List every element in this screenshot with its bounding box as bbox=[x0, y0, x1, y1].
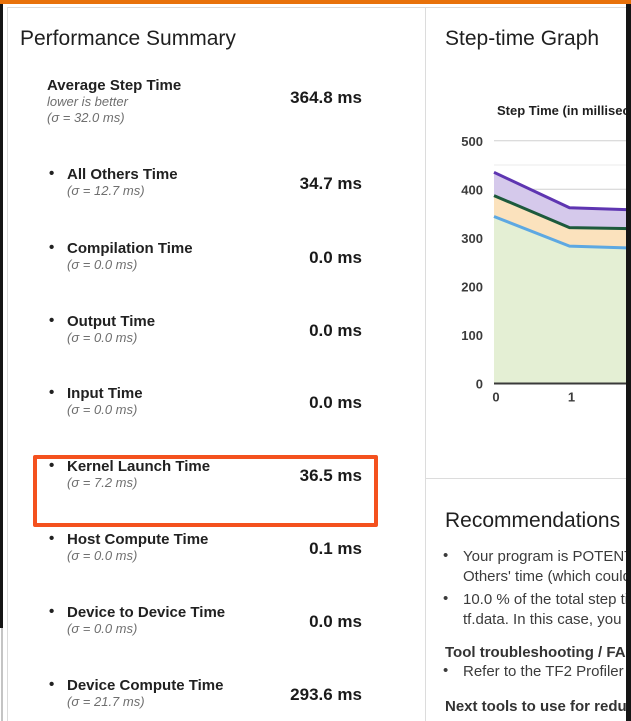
bullet-icon bbox=[49, 384, 54, 401]
step-time-chart: 0 100 200 300 400 500 0 1 bbox=[461, 134, 631, 405]
svg-text:400: 400 bbox=[461, 182, 483, 197]
metric-sigma: (σ = 21.7 ms) bbox=[67, 694, 145, 709]
tool-troubleshooting-heading: Tool troubleshooting / FAQ bbox=[445, 644, 626, 661]
metric-sigma: (σ = 32.0 ms) bbox=[47, 110, 125, 125]
kernel-launch-highlight-box bbox=[33, 455, 378, 527]
right-cards-divider bbox=[426, 478, 631, 479]
metric-row-input-time: Input Time (σ = 0.0 ms) 0.0 ms bbox=[8, 385, 425, 455]
cards-top-border bbox=[7, 7, 626, 8]
metric-value: 364.8 ms bbox=[290, 88, 362, 107]
metric-row-output-time: Output Time (σ = 0.0 ms) 0.0 ms bbox=[8, 313, 425, 383]
metric-label: All Others Time bbox=[67, 166, 178, 183]
metric-label: Average Step Time bbox=[47, 77, 182, 94]
metric-label: Input Time bbox=[67, 385, 143, 402]
metric-note: lower is better bbox=[47, 94, 128, 109]
metric-row-device-compute-time: Device Compute Time (σ = 21.7 ms) 293.6 … bbox=[8, 677, 425, 721]
metric-row-kernel-launch-time: Kernel Launch Time (σ = 7.2 ms) 36.5 ms bbox=[8, 458, 425, 528]
metric-row-average-step-time: Average Step Time lower is better (σ = 3… bbox=[8, 77, 425, 147]
metric-value: 36.5 ms bbox=[299, 466, 362, 485]
recommendation-bullet-line: Refer to the TF2 Profiler FAQ bbox=[463, 663, 626, 680]
bullet-icon bbox=[443, 590, 455, 607]
bullet-icon bbox=[443, 547, 455, 564]
right-scrollbar[interactable] bbox=[626, 4, 631, 721]
metric-row-all-others-time: All Others Time (σ = 12.7 ms) 34.7 ms bbox=[8, 166, 425, 236]
recommendations-title: Recommendations bbox=[445, 509, 621, 532]
card-vertical-divider bbox=[425, 7, 426, 721]
metric-sigma: (σ = 0.0 ms) bbox=[67, 402, 138, 417]
metric-value: 34.7 ms bbox=[299, 174, 362, 193]
metric-row-compilation-time: Compilation Time (σ = 0.0 ms) 0.0 ms bbox=[8, 240, 425, 310]
metric-value: 0.1 ms bbox=[309, 539, 362, 558]
top-accent-bar bbox=[0, 0, 631, 4]
svg-text:300: 300 bbox=[461, 231, 483, 246]
metric-label: Device to Device Time bbox=[67, 604, 226, 621]
performance-summary-list: Average Step Time lower is better (σ = 3… bbox=[8, 0, 425, 721]
svg-text:1: 1 bbox=[568, 390, 575, 405]
step-time-graph-title: Step-time Graph bbox=[445, 27, 600, 50]
performance-summary-title: Performance Summary bbox=[20, 27, 236, 50]
metric-sigma: (σ = 0.0 ms) bbox=[67, 257, 138, 272]
bullet-icon bbox=[49, 239, 54, 256]
recommendation-bullet-line: 10.0 % of the total step time sampled is… bbox=[463, 591, 626, 608]
metric-value: 0.0 ms bbox=[309, 612, 362, 631]
recommendation-bullet-line: Your program is POTENTIALLY input-bound bbox=[463, 548, 626, 565]
svg-text:0: 0 bbox=[476, 377, 483, 392]
left-scrollbar-track[interactable] bbox=[1, 628, 3, 721]
metric-sigma: (σ = 0.0 ms) bbox=[67, 621, 138, 636]
metric-label: Output Time bbox=[67, 313, 156, 330]
metric-value: 0.0 ms bbox=[309, 321, 362, 340]
bullet-icon bbox=[49, 312, 54, 329]
metric-sigma: (σ = 7.2 ms) bbox=[67, 475, 138, 490]
bullet-icon bbox=[49, 603, 54, 620]
metric-sigma: (σ = 12.7 ms) bbox=[67, 183, 145, 198]
metric-label: Device Compute Time bbox=[67, 677, 224, 694]
recommendation-bullet-line: tf.data. In this case, you may want to c… bbox=[463, 611, 626, 628]
metric-row-host-compute-time: Host Compute Time (σ = 0.0 ms) 0.1 ms bbox=[8, 531, 425, 601]
bullet-icon bbox=[443, 662, 455, 679]
left-scrollbar-thumb[interactable] bbox=[0, 4, 3, 628]
metric-value: 0.0 ms bbox=[309, 248, 362, 267]
svg-text:100: 100 bbox=[461, 328, 483, 343]
metric-label: Host Compute Time bbox=[67, 531, 209, 548]
metric-sigma: (σ = 0.0 ms) bbox=[67, 330, 138, 345]
svg-text:500: 500 bbox=[461, 134, 483, 149]
bullet-icon bbox=[49, 530, 54, 547]
svg-text:0: 0 bbox=[492, 390, 499, 405]
next-tools-heading: Next tools to use for reducing the input… bbox=[445, 698, 626, 715]
bullet-icon bbox=[49, 676, 54, 693]
metric-sigma: (σ = 0.0 ms) bbox=[67, 548, 138, 563]
chart-title: Step Time (in milliseconds) bbox=[497, 103, 626, 118]
left-card-left-border bbox=[7, 7, 8, 721]
metric-label: Kernel Launch Time bbox=[67, 458, 211, 475]
metric-value: 0.0 ms bbox=[309, 393, 362, 412]
metric-value: 293.6 ms bbox=[290, 685, 362, 704]
svg-text:200: 200 bbox=[461, 279, 483, 294]
metric-label: Compilation Time bbox=[67, 240, 193, 257]
metric-row-device-to-device-time: Device to Device Time (σ = 0.0 ms) 0.0 m… bbox=[8, 604, 425, 674]
bullet-icon bbox=[49, 165, 54, 182]
recommendation-bullet-line: Others' time (which could be due to I/O … bbox=[463, 568, 626, 585]
